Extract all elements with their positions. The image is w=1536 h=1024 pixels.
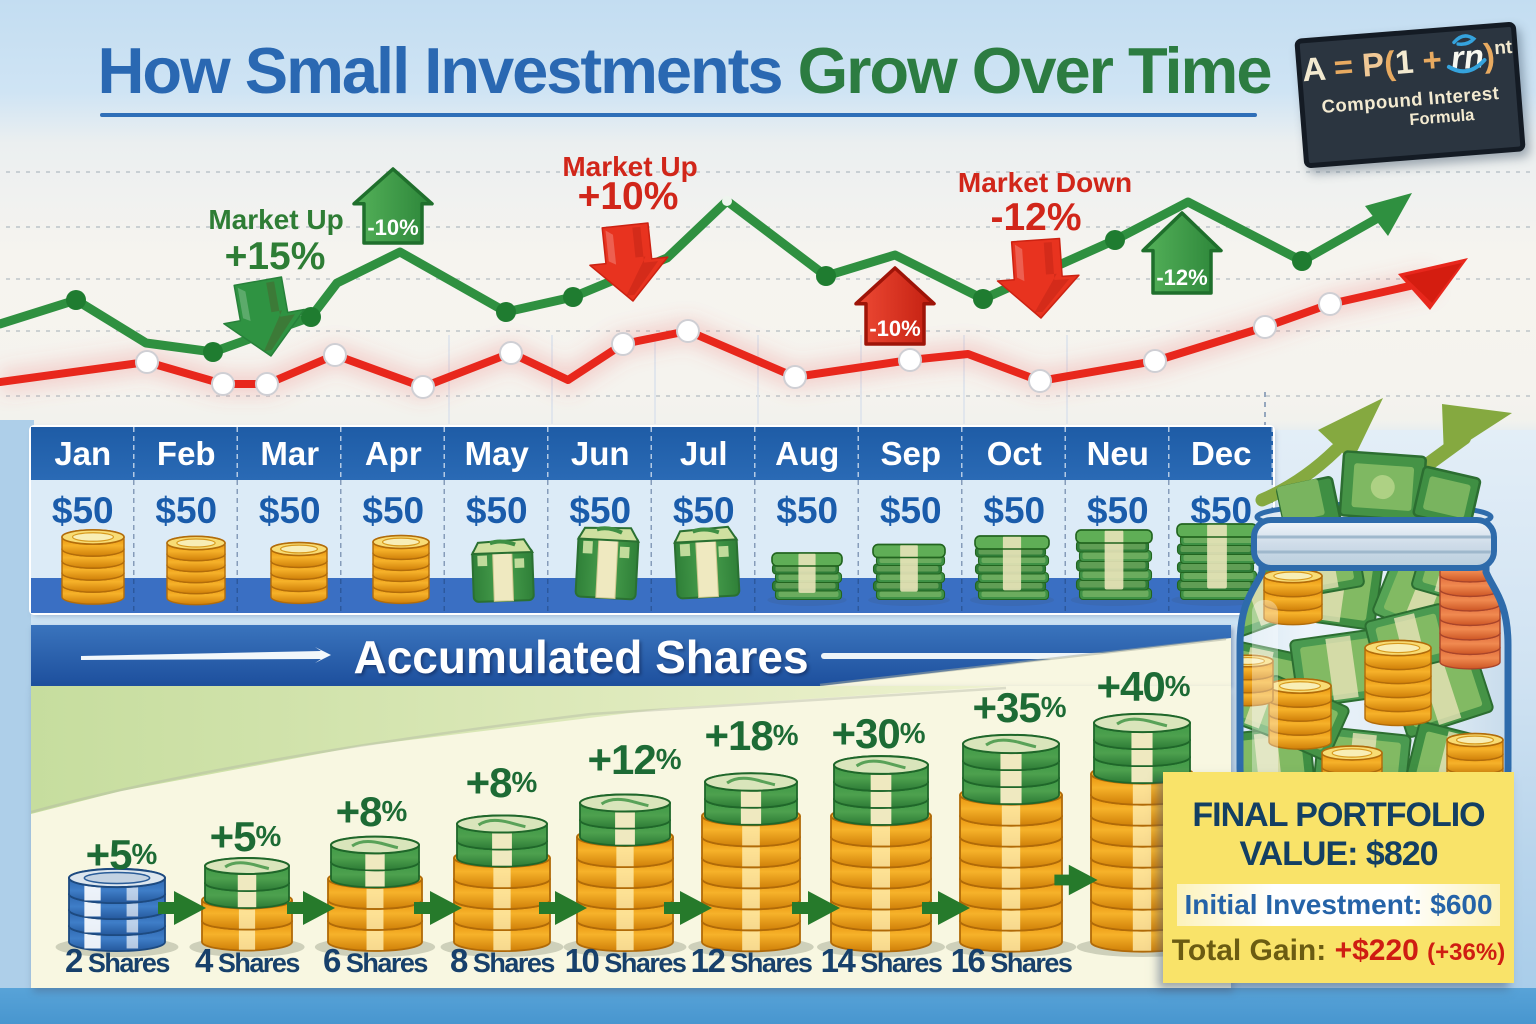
svg-text:-10%: -10% [869, 316, 920, 341]
svg-text:+5%: +5% [210, 813, 282, 860]
svg-text:+12%: +12% [587, 736, 681, 783]
svg-text:4 Shares: 4 Shares [195, 942, 299, 979]
svg-text:+40%: +40% [1096, 663, 1190, 710]
svg-text:Market Down: Market Down [958, 167, 1132, 198]
svg-text:10 Shares: 10 Shares [565, 942, 686, 979]
svg-text:+35%: +35% [972, 684, 1066, 731]
svg-text:+5%: +5% [86, 831, 158, 878]
svg-text:Market Up: Market Up [208, 204, 343, 235]
svg-text:14 Shares: 14 Shares [821, 942, 942, 979]
svg-text:8 Shares: 8 Shares [450, 942, 554, 979]
svg-text:-12%: -12% [1156, 265, 1207, 290]
svg-text:6 Shares: 6 Shares [323, 942, 427, 979]
svg-text:-10%: -10% [367, 215, 418, 240]
svg-text:Market Up: Market Up [562, 151, 697, 182]
svg-text:+30%: +30% [831, 710, 925, 757]
svg-text:+10%: +10% [578, 175, 679, 218]
svg-text:12 Shares: 12 Shares [691, 942, 812, 979]
svg-text:+8%: +8% [336, 788, 408, 835]
svg-text:+8%: +8% [466, 759, 538, 806]
svg-text:-12%: -12% [990, 196, 1081, 239]
svg-text:+15%: +15% [225, 235, 326, 278]
svg-text:+18%: +18% [704, 712, 798, 759]
svg-text:2 Shares: 2 Shares [65, 942, 169, 979]
svg-text:16 Shares: 16 Shares [951, 942, 1072, 979]
